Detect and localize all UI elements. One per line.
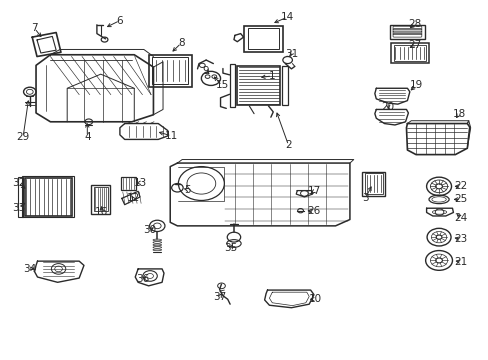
Bar — [244, 26, 282, 52]
Text: 9: 9 — [203, 66, 209, 76]
Text: 12: 12 — [126, 193, 140, 203]
Text: 14: 14 — [281, 12, 294, 22]
Bar — [282, 66, 287, 105]
Text: 28: 28 — [407, 19, 421, 29]
Text: 23: 23 — [453, 234, 467, 244]
Bar — [237, 66, 280, 105]
Text: 36: 36 — [136, 274, 149, 284]
Bar — [18, 177, 22, 217]
Bar — [362, 171, 385, 195]
Text: 4: 4 — [84, 132, 90, 142]
Text: 20: 20 — [381, 102, 394, 112]
Text: 18: 18 — [451, 109, 465, 119]
Bar — [390, 43, 428, 63]
Text: 2: 2 — [285, 140, 291, 150]
Bar — [393, 45, 425, 60]
Bar — [21, 176, 74, 217]
Text: 33: 33 — [12, 203, 25, 212]
Text: 37: 37 — [212, 292, 226, 302]
Text: 30: 30 — [143, 225, 156, 235]
Text: 15: 15 — [215, 80, 228, 90]
Text: 24: 24 — [453, 213, 467, 223]
Bar — [152, 57, 188, 84]
Text: 19: 19 — [408, 80, 422, 90]
Bar — [91, 185, 110, 213]
Text: 8: 8 — [178, 38, 184, 48]
Bar — [364, 173, 382, 194]
Text: 34: 34 — [23, 264, 37, 274]
Text: 10: 10 — [308, 294, 321, 304]
Bar — [121, 177, 136, 190]
Text: 16: 16 — [95, 207, 108, 217]
Text: 27: 27 — [407, 40, 420, 50]
Text: 35: 35 — [224, 243, 237, 253]
Text: 26: 26 — [307, 206, 320, 216]
Text: 3: 3 — [361, 193, 368, 203]
Bar — [24, 178, 71, 216]
Bar — [148, 55, 191, 86]
Text: 1: 1 — [268, 71, 275, 81]
Text: 7: 7 — [31, 23, 38, 33]
Text: 21: 21 — [453, 257, 467, 267]
Bar — [389, 25, 424, 39]
Text: 17: 17 — [307, 186, 320, 196]
Bar — [247, 28, 279, 49]
Text: 31: 31 — [284, 49, 298, 59]
Text: 32: 32 — [12, 178, 25, 188]
Bar — [93, 188, 108, 211]
Text: 22: 22 — [453, 181, 467, 192]
Text: 25: 25 — [453, 194, 467, 204]
Bar — [229, 64, 235, 107]
Text: 11: 11 — [164, 131, 178, 141]
Text: 13: 13 — [133, 178, 146, 188]
Text: 29: 29 — [17, 132, 30, 142]
Text: 6: 6 — [116, 15, 123, 26]
Text: 5: 5 — [184, 185, 191, 195]
